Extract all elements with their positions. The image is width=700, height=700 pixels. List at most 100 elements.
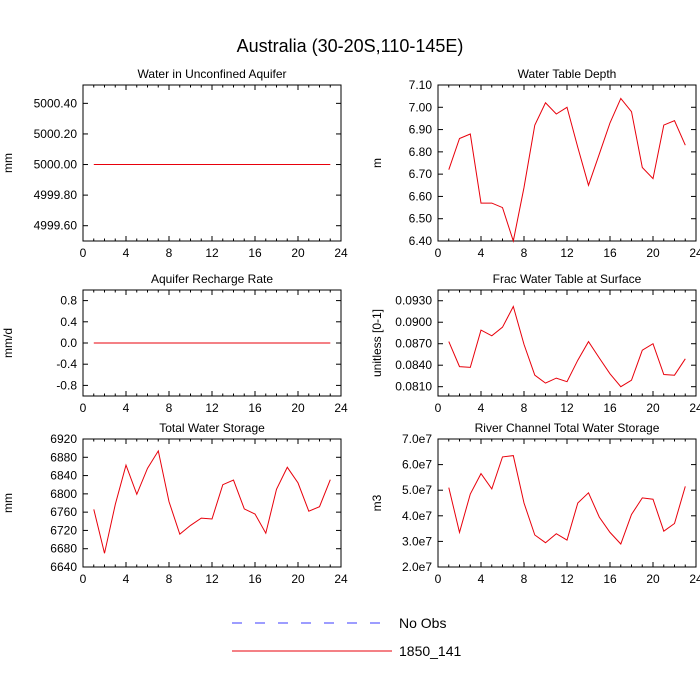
x-tick-label: 20 [646,246,660,260]
x-tick-label: 24 [689,401,700,415]
y-tick-label: 5000.40 [34,96,78,110]
x-tick-label: 12 [205,401,219,415]
x-tick-label: 8 [166,401,173,415]
y-tick-label: 6880 [50,450,77,464]
panel-5: Total Water Storage mm 0 4 8 12 16 20 24 6920 6880… [1,421,348,586]
y-tick-label: -0.4 [56,357,77,371]
panels: Water in Unconfined Aquifer mm 0 4 8 12 16 20 24… [1,67,700,586]
y-tick-label: 4999.80 [34,188,78,202]
x-tick-label: 0 [80,246,87,260]
plot-frame [437,438,697,568]
y-tick-label: 0.0840 [395,358,432,372]
x-tick-label: 12 [560,401,574,415]
x-tick-label: 16 [248,401,262,415]
y-axis-label: mm [1,493,15,513]
panel-title: Total Water Storage [159,421,265,435]
x-tick-label: 8 [166,572,173,586]
legend-label: 1850_141 [399,643,462,659]
series-line [448,305,686,388]
y-tick-label: 7.0e7 [402,432,432,446]
y-tick-label: 6760 [50,505,77,519]
y-tick-label: 2.0e7 [402,560,432,574]
panel-4: Frac Water Table at Surface unitless [0-1… [370,272,700,415]
x-tick-label: 16 [248,246,262,260]
y-axis-label: mm/d [1,328,15,358]
x-tick-label: 20 [646,572,660,586]
x-tick-label: 4 [123,572,130,586]
x-tick-label: 0 [80,401,87,415]
x-tick-label: 8 [521,401,528,415]
x-tick-label: 8 [521,246,528,260]
series-line [93,449,331,554]
y-tick-label: 7.00 [409,100,433,114]
x-tick-label: 24 [689,572,700,586]
x-tick-label: 12 [205,246,219,260]
y-tick-label: 0.0870 [395,337,432,351]
x-tick-label: 0 [435,572,442,586]
y-tick-label: 7.10 [409,78,433,92]
x-tick-label: 16 [603,401,617,415]
y-tick-label: 6.0e7 [402,458,432,472]
x-tick-label: 12 [560,572,574,586]
y-tick-label: 0.8 [60,294,77,308]
y-tick-label: 0.0900 [395,315,432,329]
y-tick-label: 6.50 [409,212,433,226]
x-tick-label: 0 [435,246,442,260]
y-axis-label: m3 [370,494,384,511]
legend: No Obs 1850_141 [232,615,462,659]
series-line [448,97,686,243]
y-tick-label: 6.90 [409,123,433,137]
x-tick-label: 20 [646,401,660,415]
panel-3: Aquifer Recharge Rate mm/d 0 4 8 12 16 20 24 0.8 0… [1,272,348,415]
x-tick-label: 8 [166,246,173,260]
y-tick-label: 6800 [50,487,77,501]
x-tick-label: 16 [248,572,262,586]
y-tick-label: 6.70 [409,167,433,181]
panel-2: Water Table Depth m 0 4 8 12 16 20 24 7.10 7.00 6.9… [370,67,700,260]
panel-title: Water Table Depth [518,67,617,81]
plot-frame [82,84,342,242]
y-tick-label: -0.8 [56,378,77,392]
y-tick-label: 6640 [50,560,77,574]
x-tick-label: 16 [603,246,617,260]
x-tick-label: 20 [291,401,305,415]
x-tick-label: 0 [80,572,87,586]
y-tick-label: 6840 [50,469,77,483]
y-axis-label: m [370,158,384,168]
panel-title: Water in Unconfined Aquifer [138,67,287,81]
y-tick-label: 5000.20 [34,127,78,141]
y-tick-label: 4.0e7 [402,509,432,523]
y-axis-label: unitless [0-1] [370,309,384,377]
x-tick-label: 12 [205,572,219,586]
panel-6: River Channel Total Water Storage m3 0 4 8 12… [370,421,700,586]
x-tick-label: 4 [478,572,485,586]
panel-title: Aquifer Recharge Rate [151,272,273,286]
x-tick-label: 4 [478,401,485,415]
x-tick-label: 4 [123,401,130,415]
x-tick-label: 20 [291,246,305,260]
y-tick-label: 5000.00 [34,158,78,172]
legend-label: No Obs [399,615,446,631]
y-tick-label: 0.4 [60,315,77,329]
y-tick-label: 3.0e7 [402,534,432,548]
x-tick-label: 24 [689,246,700,260]
x-tick-label: 4 [478,246,485,260]
y-axis-label: mm [1,153,15,173]
figure-title: Australia (30-20S,110-145E) [237,36,464,56]
y-tick-label: 5.0e7 [402,483,432,497]
y-tick-label: 6.80 [409,145,433,159]
panel-title: Frac Water Table at Surface [493,272,642,286]
panel-title: River Channel Total Water Storage [475,421,660,435]
x-tick-label: 24 [334,572,348,586]
x-tick-label: 8 [521,572,528,586]
y-tick-label: 6720 [50,523,77,537]
y-tick-label: 6.40 [409,234,433,248]
plot-frame [82,438,342,568]
x-tick-label: 4 [123,246,130,260]
x-tick-label: 20 [291,572,305,586]
y-tick-label: 4999.60 [34,219,78,233]
panel-1: Water in Unconfined Aquifer mm 0 4 8 12 16 20 24… [1,67,348,260]
y-tick-label: 6680 [50,542,77,556]
x-tick-label: 24 [334,401,348,415]
